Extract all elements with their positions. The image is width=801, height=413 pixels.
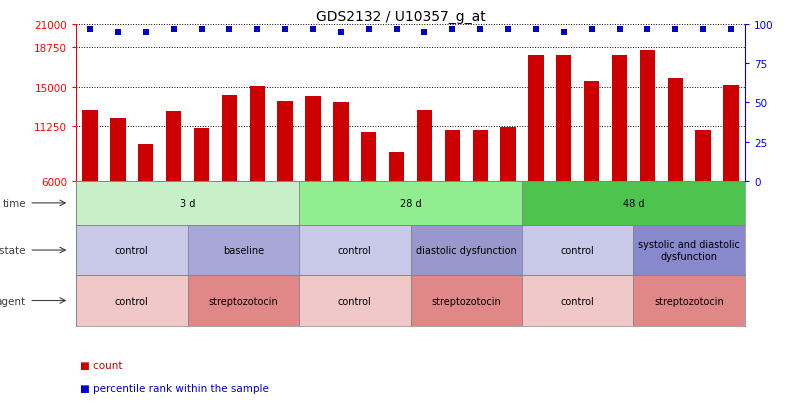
Text: control: control: [338, 245, 372, 255]
Bar: [501, 127, 516, 182]
Text: systolic and diastolic
dysfunction: systolic and diastolic dysfunction: [638, 240, 740, 261]
Point: [501, 26, 514, 33]
Bar: [634, 225, 745, 275]
Point: [473, 26, 486, 33]
Bar: [299, 275, 410, 326]
Bar: [299, 182, 522, 225]
Point: [586, 26, 598, 33]
Bar: [445, 131, 460, 182]
Bar: [634, 275, 745, 326]
Bar: [277, 102, 293, 182]
Text: 28 d: 28 d: [400, 198, 421, 209]
Bar: [250, 86, 265, 182]
Text: 48 d: 48 d: [622, 198, 644, 209]
Text: control: control: [115, 296, 149, 306]
Point: [446, 26, 459, 33]
Point: [697, 26, 710, 33]
Text: ■ count: ■ count: [80, 361, 123, 370]
Point: [279, 26, 292, 33]
Bar: [187, 275, 299, 326]
Text: ■ percentile rank within the sample: ■ percentile rank within the sample: [80, 383, 269, 393]
Bar: [299, 225, 410, 275]
Bar: [522, 275, 634, 326]
Text: GDS2132 / U10357_g_at: GDS2132 / U10357_g_at: [316, 10, 485, 24]
Point: [613, 26, 626, 33]
Bar: [194, 128, 209, 182]
Bar: [522, 182, 745, 225]
Point: [725, 26, 738, 33]
Bar: [76, 275, 187, 326]
Bar: [410, 275, 522, 326]
Text: disease state: disease state: [0, 245, 26, 255]
Bar: [83, 111, 98, 182]
Bar: [667, 79, 683, 182]
Text: time: time: [2, 198, 26, 209]
Bar: [138, 145, 154, 182]
Bar: [76, 182, 299, 225]
Bar: [361, 133, 376, 182]
Text: control: control: [561, 296, 594, 306]
Bar: [612, 56, 627, 182]
Text: streptozotocin: streptozotocin: [432, 296, 501, 306]
Bar: [556, 56, 571, 182]
Bar: [222, 96, 237, 182]
Text: control: control: [115, 245, 149, 255]
Point: [390, 26, 403, 33]
Text: baseline: baseline: [223, 245, 264, 255]
Point: [669, 26, 682, 33]
Text: streptozotocin: streptozotocin: [208, 296, 278, 306]
Text: control: control: [561, 245, 594, 255]
Bar: [187, 225, 299, 275]
Text: agent: agent: [0, 296, 26, 306]
Point: [111, 29, 124, 36]
Bar: [76, 225, 187, 275]
Text: 3 d: 3 d: [180, 198, 195, 209]
Bar: [417, 111, 432, 182]
Text: diastolic dysfunction: diastolic dysfunction: [416, 245, 517, 255]
Point: [641, 26, 654, 33]
Bar: [410, 225, 522, 275]
Bar: [333, 103, 348, 182]
Point: [139, 29, 152, 36]
Point: [195, 26, 208, 33]
Bar: [723, 85, 739, 182]
Bar: [522, 225, 634, 275]
Point: [307, 26, 320, 33]
Point: [223, 26, 235, 33]
Point: [557, 29, 570, 36]
Point: [529, 26, 542, 33]
Bar: [305, 97, 320, 182]
Bar: [473, 131, 488, 182]
Bar: [695, 131, 710, 182]
Bar: [584, 82, 599, 182]
Point: [362, 26, 375, 33]
Point: [418, 29, 431, 36]
Text: streptozotocin: streptozotocin: [654, 296, 724, 306]
Text: control: control: [338, 296, 372, 306]
Bar: [389, 152, 405, 182]
Bar: [640, 51, 655, 182]
Point: [167, 26, 180, 33]
Point: [251, 26, 264, 33]
Bar: [111, 119, 126, 182]
Bar: [528, 56, 544, 182]
Bar: [166, 112, 181, 182]
Point: [83, 26, 96, 33]
Point: [335, 29, 348, 36]
